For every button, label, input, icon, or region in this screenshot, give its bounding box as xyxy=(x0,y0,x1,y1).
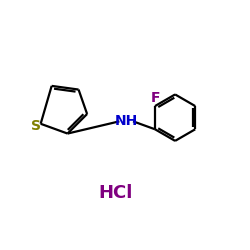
Text: S: S xyxy=(31,119,41,133)
Text: F: F xyxy=(150,91,160,105)
Text: NH: NH xyxy=(114,114,138,128)
Text: HCl: HCl xyxy=(98,184,132,202)
